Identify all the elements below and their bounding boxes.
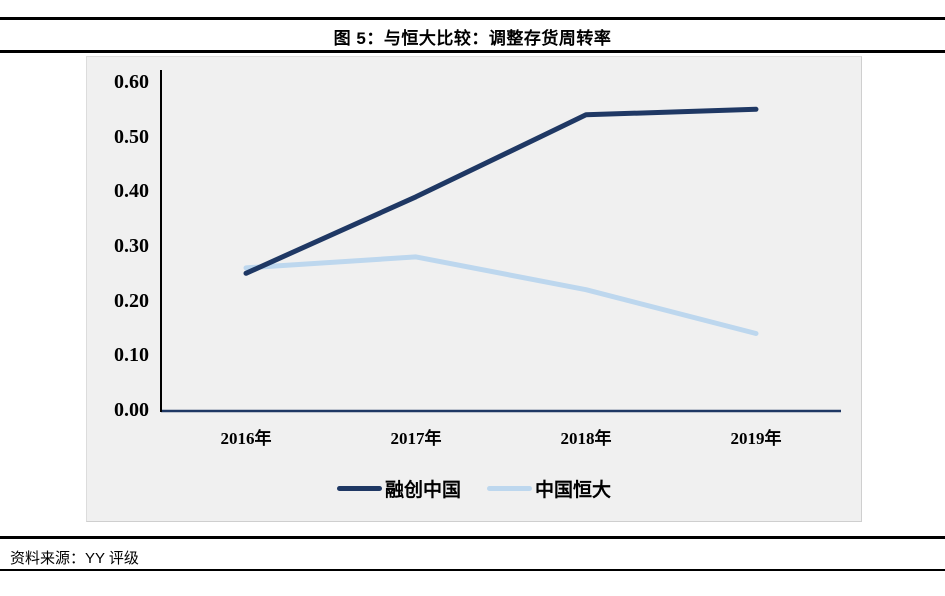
y-axis-label: 0.00 <box>114 399 149 421</box>
y-axis-label: 0.40 <box>114 180 149 202</box>
x-axis-label: 2019年 <box>730 429 782 448</box>
legend-swatch <box>336 486 382 491</box>
legend: 融创中国 中国恒大 <box>87 475 861 502</box>
source-bottom-rule <box>0 569 945 571</box>
y-axis-label: 0.30 <box>114 235 149 257</box>
x-axis-label: 2017年 <box>390 429 442 448</box>
legend-label: 中国恒大 <box>535 480 612 501</box>
chart-panel: 0.60 0.50 0.40 0.30 0.20 0.10 0.00 2016年… <box>86 56 862 522</box>
title-underline-rule <box>0 50 945 53</box>
source-top-rule <box>0 536 945 539</box>
legend-swatch <box>487 486 532 491</box>
plot-svg <box>160 70 841 413</box>
source-text: 资料来源：YY 评级 <box>10 550 139 567</box>
y-axis-label: 0.20 <box>114 290 149 312</box>
legend-item: 融创中国 <box>336 475 461 502</box>
y-axis-label: 0.60 <box>114 71 149 93</box>
top-rule <box>0 17 945 20</box>
x-axis-label: 2016年 <box>220 429 272 448</box>
figure-title: 图 5：与恒大比较：调整存货周转率 <box>333 29 612 48</box>
legend-label: 融创中国 <box>384 480 461 501</box>
x-axis-label: 2018年 <box>560 429 612 448</box>
y-axis-label: 0.50 <box>114 126 149 148</box>
legend-item: 中国恒大 <box>487 475 611 502</box>
y-axis-label: 0.10 <box>114 344 149 366</box>
